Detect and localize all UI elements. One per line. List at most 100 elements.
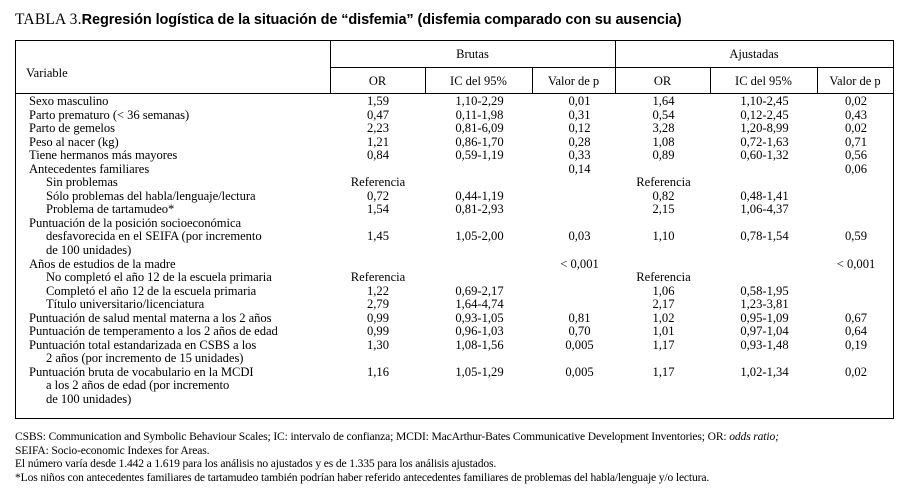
row-label: 2 años (por incremento de 15 unidades)	[46, 351, 244, 366]
footnote-odds-ratio-italic: odds ratio;	[729, 430, 779, 443]
cell-ci-brutas: 1,10-2,29	[455, 94, 504, 108]
table-row: Puntuación de temperamento a los 2 años …	[16, 324, 895, 339]
cell-ci-ajustadas: 1,20-8,99	[740, 121, 789, 136]
cell-ci-brutas: 0,86-1,70	[455, 134, 504, 149]
table-row: No completó el año 12 de la escuela prim…	[16, 270, 895, 285]
table-row: Puntuación de salud mental materna a los…	[16, 310, 895, 326]
cell-or-brutas: 2,23	[366, 121, 390, 136]
cell-or-brutas: 1,21	[366, 134, 390, 149]
row-label: Sexo masculino	[29, 94, 109, 108]
header-bottom-rule	[16, 93, 893, 94]
cell-p-brutas: 0,14	[568, 161, 591, 176]
table-title-text: Regresión logística de la situación de “…	[81, 12, 682, 28]
cell-ci-ajustadas: 1,02-1,34	[740, 364, 789, 379]
cell-p-ajustadas: 0,02	[844, 364, 868, 379]
cell-ci-ajustadas: 0,12-2,45	[740, 107, 789, 122]
cell-ci-ajustadas: 1,23-3,81	[740, 297, 789, 312]
divider-or1-ci1	[425, 68, 426, 94]
cell-ci-brutas: 0,44-1,19	[455, 188, 504, 203]
column-header-variable: Variable	[26, 66, 68, 80]
table-row: desfavorecida en el SEIFA (por increment…	[16, 229, 895, 244]
column-header-p-ajustadas: Valor de p	[829, 74, 881, 88]
table-row: de 100 unidades)	[16, 243, 895, 258]
cell-p-ajustadas: 0,56	[844, 148, 868, 163]
cell-ci-ajustadas: 0,93-1,48	[740, 337, 789, 352]
cell-or-ajustadas: 1,02	[652, 310, 675, 325]
row-label: Peso al nacer (kg)	[29, 134, 119, 149]
cell-or-brutas: 0,47	[366, 107, 390, 122]
cell-or-brutas: Referencia	[350, 270, 406, 285]
table-number: TABLA 3.	[15, 11, 82, 28]
table-row: a los 2 años de edad (por incremento	[16, 378, 895, 393]
cell-or-brutas: 0,72	[366, 188, 390, 203]
cell-or-brutas: 1,59	[366, 94, 390, 108]
cell-or-brutas: 0,99	[366, 310, 390, 325]
footnote-line-4: *Los niños con antecedentes familiares d…	[15, 470, 710, 484]
cell-ci-brutas: 1,08-1,56	[455, 337, 504, 352]
cell-ci-ajustadas: 0,97-1,04	[740, 324, 789, 339]
cell-p-ajustadas: 0,67	[844, 310, 868, 325]
cell-p-brutas: < 0,001	[560, 256, 599, 271]
cell-or-brutas: 1,45	[366, 229, 390, 244]
cell-or-brutas: 1,22	[366, 283, 390, 298]
cell-or-ajustadas: 1,64	[652, 94, 675, 108]
row-label: Tiene hermanos más mayores	[29, 148, 178, 163]
cell-ci-ajustadas: 0,58-1,95	[740, 283, 789, 298]
table-row: Problema de tartamudeo* 1,54 0,81-2,93 2,15…	[16, 202, 895, 217]
table-row: Sexo masculino 1,59 1,10-2,29 0,01 1,64 1,10-…	[16, 94, 895, 109]
table-row: Parto prematuro (< 36 semanas) 0,47 0,11-1…	[16, 107, 895, 123]
table-row: Puntuación total estandarizada en CSBS a…	[16, 337, 895, 353]
cell-p-ajustadas: 0,59	[844, 229, 868, 244]
cell-or-ajustadas: 1,08	[652, 134, 675, 149]
cell-ci-brutas: 0,81-6,09	[455, 121, 504, 136]
column-header-or-ajustadas: OR	[653, 74, 672, 88]
table-row: Completó el año 12 de la escuela primari…	[16, 283, 895, 299]
footnote-abbrev-text: CSBS: Communication and Symbolic Behavio…	[15, 430, 730, 443]
cell-p-brutas: 0,12	[568, 121, 591, 136]
table-row: Título universitario/licenciatura 2,79 1,6…	[16, 297, 895, 312]
row-label: Puntuación de temperamento a los 2 años …	[29, 324, 278, 339]
cell-p-brutas: 0,005	[565, 337, 594, 352]
cell-or-ajustadas: 2,17	[652, 297, 675, 312]
cell-p-ajustadas: 0,64	[844, 324, 868, 339]
cell-ci-ajustadas: 0,95-1,09	[740, 310, 789, 325]
cell-p-brutas: 0,01	[568, 94, 591, 108]
row-label: Puntuación bruta de vocabulario en la MC…	[29, 364, 254, 379]
row-label: Puntuación total estandarizada en CSBS a…	[29, 337, 257, 352]
cell-or-brutas: 0,99	[366, 324, 390, 339]
row-label: Título universitario/licenciatura	[46, 297, 205, 312]
cell-p-brutas: 0,005	[565, 364, 594, 379]
cell-ci-ajustadas: 1,06-4,37	[740, 202, 789, 217]
table-row: Tiene hermanos más mayores 0,84 0,59-1,19 0…	[16, 148, 895, 163]
cell-or-ajustadas: 3,28	[652, 121, 675, 136]
footnote-line-2: SEIFA: Socio-economic Indexes for Areas.	[15, 443, 210, 457]
footnote-line-1: CSBS: Communication and Symbolic Behavio…	[15, 430, 894, 444]
cell-p-ajustadas: 0,02	[844, 121, 868, 136]
table-row: Puntuación bruta de vocabulario en la MC…	[16, 364, 895, 380]
row-label: Puntuación de salud mental materna a los…	[29, 310, 272, 325]
cell-or-ajustadas: 1,17	[652, 364, 675, 379]
cell-p-brutas: 0,81	[568, 310, 591, 325]
cell-or-ajustadas: 0,89	[652, 148, 675, 163]
cell-or-ajustadas: 0,54	[652, 107, 675, 122]
row-label: Años de estudios de la madre	[29, 256, 176, 271]
row-label: Parto de gemelos	[29, 121, 115, 136]
cell-ci-brutas: 0,69-2,17	[455, 283, 504, 298]
cell-or-ajustadas: 1,06	[652, 283, 675, 298]
cell-or-ajustadas: 2,15	[652, 202, 675, 217]
row-label: Antecedentes familiares	[29, 161, 150, 176]
table-row: Parto de gemelos 2,23 0,81-6,09 0,12 3,28 1,2…	[16, 121, 895, 136]
table-row: Sin problemas Referencia Referencia	[16, 175, 895, 190]
cell-or-ajustadas: 1,10	[652, 229, 675, 244]
cell-or-ajustadas: 1,17	[652, 337, 675, 352]
data-table: Variable Brutas Ajustadas OR IC del 95% …	[15, 40, 894, 419]
row-label: Completó el año 12 de la escuela primari…	[46, 283, 257, 298]
cell-or-ajustadas: Referencia	[636, 270, 691, 285]
group-header-brutas: Brutas	[456, 47, 489, 61]
cell-or-brutas: 0,84	[366, 148, 390, 163]
cell-p-brutas: 0,28	[568, 134, 591, 149]
cell-or-brutas: 1,16	[366, 364, 390, 379]
cell-p-ajustadas: 0,02	[844, 94, 868, 108]
cell-ci-brutas: 0,11-1,98	[455, 107, 504, 122]
